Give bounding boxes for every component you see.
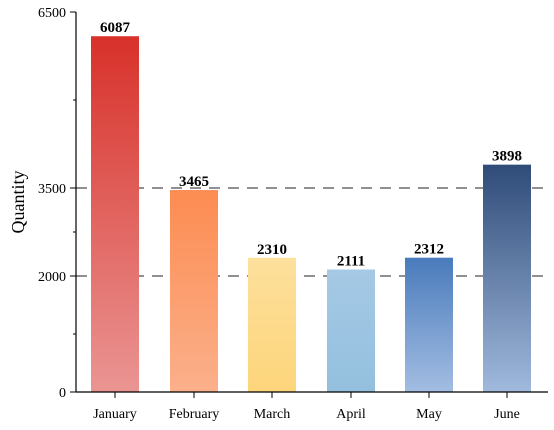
data-labels: 6087 3465 2310 2111 2312 3898 [100,20,522,269]
x-tick-label-june: June [494,407,520,422]
y-tick-label-0: 0 [59,386,66,401]
axes [75,12,548,393]
data-label-june: 3898 [492,149,522,165]
y-ticks: 0 2000 3500 6500 [38,6,76,401]
bar-april [327,269,375,392]
data-label-april: 2111 [337,253,365,269]
x-tick-label-march: March [254,407,291,422]
bar-march [248,257,296,392]
bar-may [405,257,453,392]
data-label-january: 6087 [100,20,131,36]
y-axis-title: Quantity [8,171,28,234]
bars [91,36,531,392]
bar-june [483,164,531,392]
x-tick-label-may: May [416,407,442,422]
x-tick-label-february: February [169,407,220,422]
y-tick-label-6500: 6500 [38,6,66,21]
reference-lines [76,187,546,277]
x-ticks: January February March April May June [93,392,520,422]
bar-february [170,190,218,392]
data-label-february: 3465 [179,174,209,190]
x-tick-label-april: April [336,407,366,422]
data-label-may: 2312 [414,242,444,258]
data-label-march: 2310 [257,242,287,258]
bar-january [91,36,139,392]
x-tick-label-january: January [93,407,137,422]
y-tick-label-3500: 3500 [38,182,66,197]
y-tick-label-2000: 2000 [38,270,66,285]
